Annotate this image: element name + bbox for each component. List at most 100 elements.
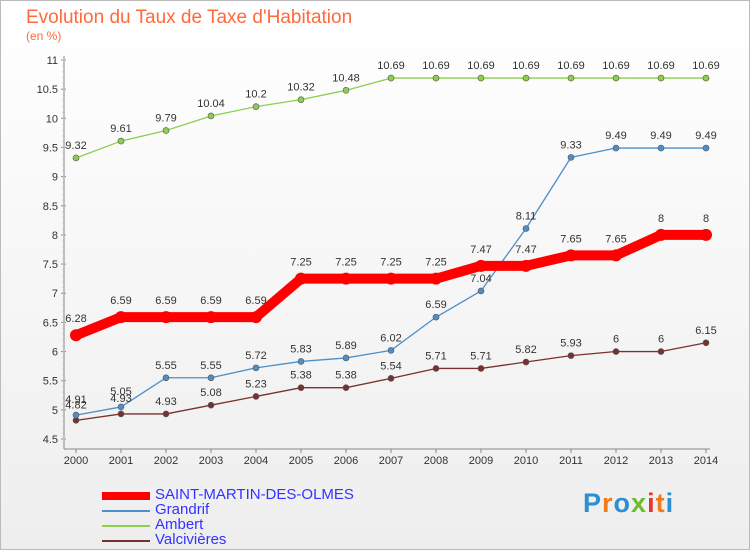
- data-point: [565, 249, 577, 262]
- legend-swatch: [102, 540, 150, 542]
- data-point: [162, 127, 170, 134]
- data-point: [72, 154, 80, 162]
- data-label: 9.49: [605, 130, 626, 142]
- data-label: 6.59: [245, 295, 266, 307]
- data-label: 6: [613, 334, 619, 346]
- data-point: [252, 364, 260, 372]
- x-tick-label: 2005: [289, 455, 313, 467]
- data-label: 5.54: [380, 360, 401, 372]
- data-label: 5.38: [290, 370, 311, 382]
- data-point: [567, 154, 575, 161]
- logo-letter: i: [647, 488, 656, 518]
- y-tick-label: 8: [52, 230, 58, 242]
- data-point: [612, 74, 620, 82]
- data-point: [117, 137, 125, 145]
- data-point: [522, 358, 530, 366]
- data-point: [702, 144, 710, 152]
- y-tick-label: 6: [52, 347, 58, 359]
- data-point: [340, 272, 352, 285]
- data-label: 6.59: [425, 299, 446, 311]
- data-point: [657, 348, 665, 355]
- data-point: [207, 401, 215, 409]
- data-label: 6.02: [380, 332, 401, 344]
- data-point: [610, 249, 622, 262]
- y-tick-label: 11: [47, 55, 58, 67]
- data-label: 4.91: [65, 394, 86, 406]
- data-label: 8: [658, 213, 664, 225]
- legend-label: Ambert: [155, 516, 204, 533]
- data-point: [162, 374, 170, 382]
- data-label: 5.71: [470, 350, 491, 362]
- data-point: [387, 74, 395, 82]
- y-tick-label: 7: [52, 288, 58, 300]
- data-point: [70, 329, 82, 342]
- data-label: 9.33: [560, 139, 581, 151]
- x-tick-label: 2002: [154, 455, 178, 467]
- y-tick-label: 10: [46, 113, 58, 125]
- y-tick-label: 7.5: [43, 259, 58, 271]
- y-tick-label: 9.5: [43, 142, 58, 154]
- data-label: 4.93: [155, 396, 176, 408]
- legend-label: Valcivières: [155, 531, 227, 548]
- data-label: 10.69: [422, 60, 450, 72]
- data-label: 10.48: [332, 72, 360, 84]
- data-label: 8.11: [516, 211, 537, 223]
- x-tick-label: 2009: [469, 455, 493, 467]
- data-point: [342, 87, 350, 94]
- data-point: [387, 375, 395, 382]
- data-label: 9.49: [650, 130, 671, 142]
- data-point: [702, 74, 710, 82]
- y-tick-label: 10.5: [37, 84, 58, 96]
- chart-title: Evolution du Taux de Taxe d'Habitation: [26, 7, 353, 28]
- x-tick-label: 2013: [649, 455, 673, 467]
- legend-label: SAINT-MARTIN-DES-OLMES: [155, 486, 354, 503]
- data-label: 5.71: [425, 350, 446, 362]
- data-label: 10.69: [512, 60, 540, 72]
- data-label: 5.05: [110, 386, 131, 398]
- logo-letter: o: [613, 488, 632, 518]
- data-point: [612, 144, 620, 152]
- x-tick-label: 2000: [64, 455, 88, 467]
- logo-letter: i: [665, 488, 675, 518]
- logo-letter: P: [583, 488, 603, 518]
- data-point: [432, 365, 440, 372]
- y-tick-label: 5.5: [43, 376, 58, 388]
- chart-subtitle: (en %): [26, 29, 62, 43]
- data-label: 5.55: [200, 360, 221, 372]
- data-label: 5.82: [515, 344, 536, 356]
- legend-swatch: [102, 492, 150, 500]
- data-label: 6: [658, 334, 664, 346]
- data-point: [117, 410, 125, 418]
- data-label: 10.69: [467, 60, 495, 72]
- data-label: 10.04: [197, 98, 225, 110]
- data-point: [477, 287, 485, 295]
- data-label: 10.69: [557, 60, 585, 72]
- data-label: 10.69: [692, 60, 720, 72]
- data-point: [162, 410, 170, 418]
- data-label: 9.32: [65, 140, 86, 152]
- y-tick-label: 6.5: [43, 317, 58, 329]
- data-point: [430, 272, 442, 285]
- data-point: [387, 347, 395, 354]
- data-label: 7.04: [470, 273, 491, 285]
- data-label: 9.61: [110, 123, 131, 135]
- data-point: [612, 348, 620, 355]
- data-point: [342, 354, 350, 362]
- y-tick-label: 5: [52, 405, 58, 417]
- data-label: 10.69: [602, 60, 630, 72]
- data-label: 7.65: [560, 233, 581, 245]
- data-point: [657, 144, 665, 152]
- data-point: [522, 225, 530, 232]
- data-label: 10.32: [287, 82, 315, 94]
- data-label: 6.59: [155, 295, 176, 307]
- x-tick-label: 2012: [604, 455, 628, 467]
- data-point: [475, 259, 487, 272]
- data-label: 9.79: [155, 113, 176, 125]
- data-label: 4.82: [65, 399, 86, 411]
- data-label: 7.25: [425, 257, 446, 269]
- y-tick-label: 9: [52, 172, 58, 184]
- logo-letter: t: [655, 488, 666, 518]
- data-label: 6.59: [110, 295, 131, 307]
- data-point: [115, 311, 127, 324]
- proxiti-logo: Proxiti: [583, 488, 674, 519]
